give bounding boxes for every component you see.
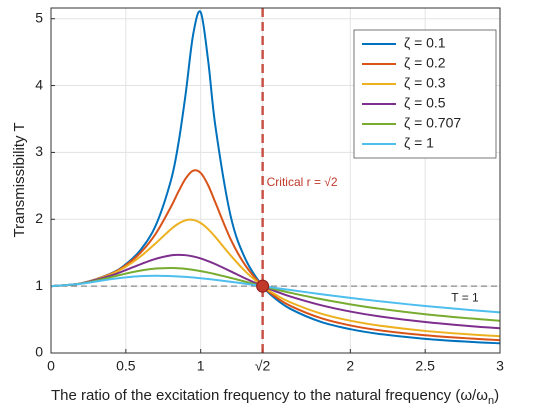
x-tick-label: √2 [255, 358, 271, 374]
x-tick-label: 3 [496, 358, 504, 374]
y-tick-label: 5 [35, 9, 43, 25]
critical-marker [256, 279, 270, 293]
series-line [50, 253, 501, 330]
y-tick-label: 1 [35, 277, 43, 293]
legend-label: ζ = 0.707 [404, 115, 461, 131]
series-line [50, 10, 501, 345]
y-tick-label: 2 [35, 210, 43, 226]
x-label-end: ) [494, 387, 499, 404]
critical-label: Critical r = √2 [267, 175, 338, 189]
legend-box [353, 29, 497, 159]
series-line [50, 218, 501, 338]
legend-label: ζ = 0.1 [404, 35, 446, 51]
y-tick-label: 0 [35, 344, 43, 360]
x-tick-label: 0.5 [116, 358, 136, 374]
legend-label: ζ = 0.3 [404, 75, 446, 91]
x-tick-label: 1 [197, 358, 205, 374]
y-tick-label: 3 [35, 143, 43, 159]
x-tick-label: 0 [47, 358, 55, 374]
x-tick-label: 2 [346, 358, 354, 374]
legend-label: ζ = 1 [404, 135, 434, 151]
plot-frame [50, 7, 501, 354]
legend-label: ζ = 0.2 [404, 55, 446, 71]
y-axis-label: Transmissibility T [11, 122, 28, 237]
reference-label: T = 1 [451, 290, 479, 304]
x-tick-label: 2.5 [415, 358, 435, 374]
series-line [50, 274, 501, 314]
x-axis-label: The ratio of the excitation frequency to… [51, 387, 499, 407]
x-label-sub: n [488, 395, 494, 407]
legend-label: ζ = 0.5 [404, 95, 446, 111]
y-tick-label: 4 [35, 76, 43, 92]
x-label-text: The ratio of the excitation frequency to… [51, 387, 488, 404]
series-line [50, 266, 501, 322]
series-line [50, 169, 501, 342]
